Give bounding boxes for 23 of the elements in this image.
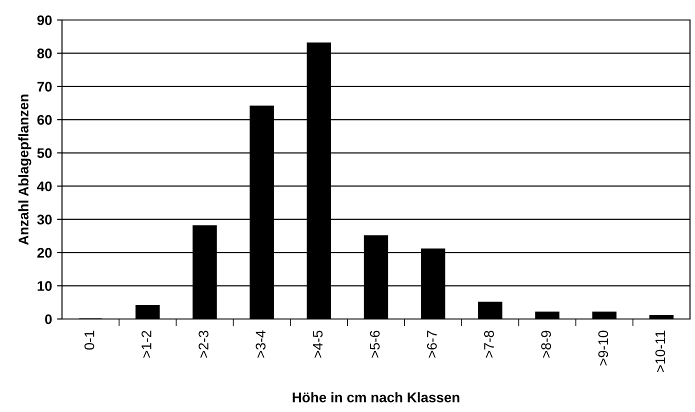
- x-axis-title: Höhe in cm nach Klassen: [292, 392, 460, 402]
- y-tick-label: 30: [37, 214, 52, 225]
- y-tick-label: 40: [37, 181, 52, 192]
- x-tick-label: >4-5: [312, 330, 323, 358]
- x-tick-label: >9-10: [598, 330, 608, 366]
- y-tick-label: 80: [37, 48, 52, 58]
- x-tick-label: >5-6: [370, 330, 380, 358]
- y-tick-label: 70: [37, 82, 52, 92]
- x-tick-label: >8-9: [541, 330, 551, 358]
- x-tick-label: >10-11: [655, 330, 666, 372]
- y-tick-label: 50: [37, 148, 52, 158]
- x-tick-label: 0-1: [84, 330, 94, 350]
- x-tick-label: >1-2: [142, 330, 152, 358]
- y-tick-label: 60: [37, 115, 52, 125]
- y-tick-label: 0: [45, 314, 52, 324]
- y-tick-label: 90: [37, 15, 52, 26]
- y-tick-label: 10: [38, 281, 52, 291]
- x-tick-label: >3-4: [256, 330, 266, 358]
- x-tick-label: >6-7: [426, 330, 437, 358]
- y-tick-label: 20: [37, 248, 52, 258]
- y-axis-title: Anzahl Ablagepflanzen: [18, 94, 32, 245]
- x-tick-label: >2-3: [198, 330, 208, 358]
- x-tick-label: >7-8: [484, 330, 494, 358]
